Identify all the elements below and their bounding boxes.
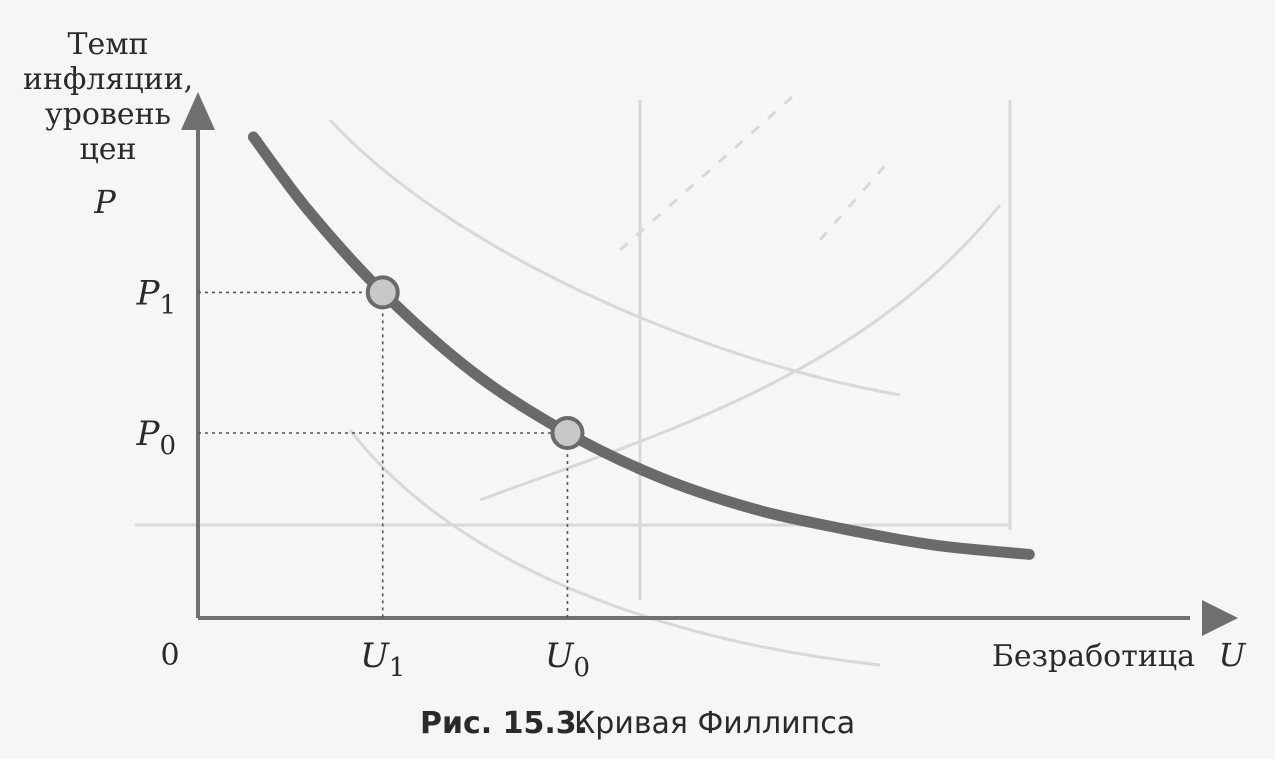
phillips-curve-line	[247, 131, 1035, 560]
xlabel-symbol: U	[1219, 636, 1247, 674]
bleed-through-background	[135, 88, 1012, 667]
caption-number: Рис. 15.3.	[420, 706, 588, 741]
curve-point-2	[550, 416, 585, 450]
guide-lines	[198, 291, 569, 618]
marked-points	[365, 275, 585, 450]
y-tick-label-2: P0	[136, 414, 176, 461]
ghost-curve-b	[479, 204, 1002, 502]
x-tick-label-2: U0	[545, 636, 590, 683]
ghost-curve-a	[328, 118, 901, 397]
y-axis-arrow	[181, 92, 215, 130]
axes	[181, 92, 1238, 636]
ylabel-line-4: цен	[79, 132, 136, 167]
origin-label: 0	[160, 638, 179, 673]
ghost-dashes	[619, 88, 892, 252]
figure-caption: Рис. 15.3. Кривая Филлипса	[420, 706, 855, 741]
ylabel-line-2: инфляции,	[23, 62, 193, 97]
ylabel-symbol: P	[93, 183, 116, 221]
x-tick-label-1: U1	[360, 636, 405, 683]
axis-labels: Темп инфляции, уровень цен P 0 Безработи…	[23, 27, 1247, 674]
xlabel: Безработица	[992, 639, 1195, 674]
caption-title: Кривая Филлипса	[574, 706, 855, 741]
tick-labels: U1 U0 P1 P0	[136, 273, 590, 683]
ylabel-line-1: Темп	[67, 27, 148, 62]
curve-point-1	[365, 275, 400, 310]
ylabel-line-3: уровень	[45, 97, 171, 132]
ghost-curve-c	[348, 429, 881, 667]
y-tick-label-1: P1	[136, 273, 176, 320]
x-axis-arrow	[1202, 600, 1238, 636]
